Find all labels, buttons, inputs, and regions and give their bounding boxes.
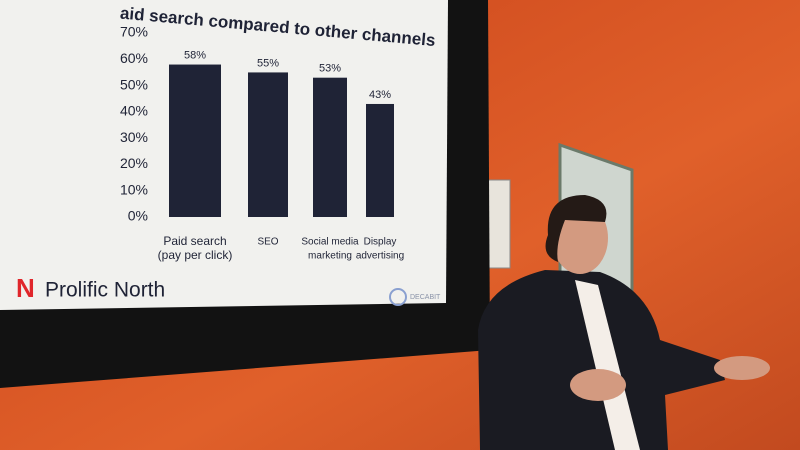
y-tick-label: 0% (128, 208, 148, 224)
logo-mark: N (16, 273, 35, 303)
value-label: 55% (257, 57, 279, 69)
screen (0, 0, 448, 310)
x-tick-label: marketing (308, 251, 352, 262)
x-tick-label: Display (364, 237, 397, 248)
bar (366, 103, 394, 217)
value-label: 43% (369, 89, 391, 101)
partner-text: DECABIT (410, 294, 441, 301)
y-tick-label: 60% (120, 50, 148, 66)
y-tick-label: 20% (120, 155, 148, 171)
bar (313, 77, 347, 217)
logo-text: Prolific North (45, 279, 165, 302)
y-tick-label: 40% (120, 103, 148, 119)
x-tick-label: advertising (356, 251, 404, 262)
y-tick-label: 50% (120, 76, 148, 92)
notice (487, 179, 511, 269)
y-tick-label: 30% (120, 129, 148, 145)
value-label: 53% (319, 63, 341, 75)
presenter (478, 195, 770, 450)
bar (248, 72, 288, 217)
x-tick-label: Social media (301, 237, 359, 248)
x-tick-label: (pay per click) (158, 248, 233, 262)
bar (169, 64, 221, 218)
y-tick-label: 70% (120, 24, 148, 40)
y-tick-label: 10% (120, 181, 148, 197)
partner-icon (389, 288, 407, 306)
chart: 0% 10% 20% 30% 40% 50% 60% 70% 58% Paid search(pa… (120, 24, 404, 262)
x-tick-label: Paid search (163, 234, 226, 248)
x-tick-label: SEO (257, 237, 278, 248)
value-label: 58% (184, 49, 206, 61)
